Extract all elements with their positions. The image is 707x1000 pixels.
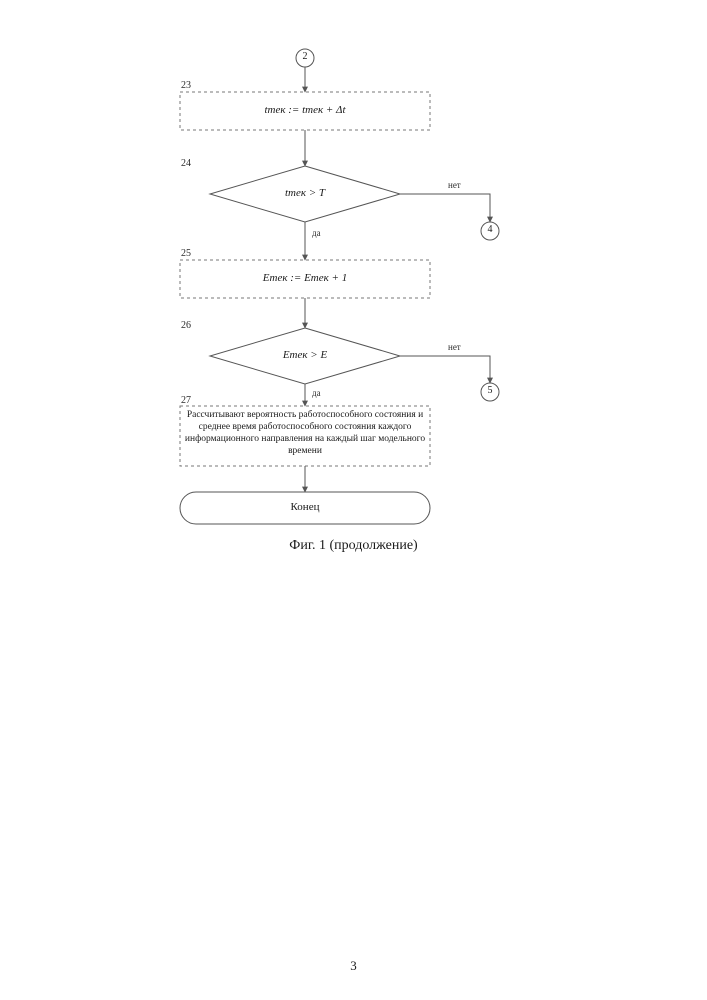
edge-label-no1: нет [448, 180, 461, 190]
node-27-text: Рассчитывают вероятность работоспособног… [184, 410, 426, 458]
node-24-text: tтек > T [210, 187, 400, 199]
node-24-num: 24 [181, 158, 191, 169]
connector-top-label: 2 [297, 51, 313, 62]
node-end-text: Конец [180, 501, 430, 515]
edge-label-yes2: да [312, 388, 321, 398]
edge-label-no2: нет [448, 342, 461, 352]
edge-24-no-to-conn4 [400, 194, 490, 222]
page-root: 2 4 5 23 24 25 26 27 tтек := tтек + Δt t… [0, 0, 707, 1000]
node-25-num: 25 [181, 248, 191, 259]
flowchart-svg [0, 0, 707, 1000]
connector-right2-label: 5 [482, 385, 498, 396]
node-25-text: Eтек := Eтек + 1 [180, 272, 430, 284]
figure-caption: Фиг. 1 (продолжение) [250, 538, 457, 554]
node-26-num: 26 [181, 320, 191, 331]
node-27-num: 27 [181, 395, 191, 406]
node-23-num: 23 [181, 80, 191, 91]
node-26-text: Eтек > E [210, 349, 400, 361]
edge-label-yes1: да [312, 228, 321, 238]
page-number: 3 [0, 958, 707, 974]
node-23-text: tтек := tтек + Δt [180, 104, 430, 116]
connector-right1-label: 4 [482, 224, 498, 235]
edge-26-no-to-conn5 [400, 356, 490, 383]
